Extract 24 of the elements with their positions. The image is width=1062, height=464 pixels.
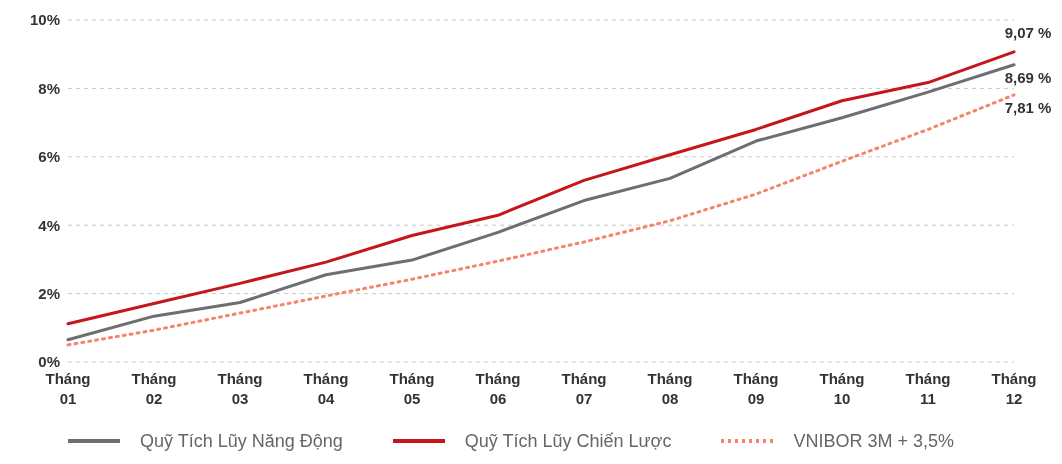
x-tick-label: Tháng 06 <box>475 370 521 407</box>
legend-label: VNIBOR 3M + 3,5% <box>793 430 954 452</box>
x-tick-label: Tháng 07 <box>561 370 607 407</box>
x-tick-label: Tháng 01 <box>45 370 91 407</box>
legend-label: Quỹ Tích Lũy Chiến Lược <box>464 430 672 452</box>
x-tick-label: Tháng 11 <box>905 370 951 407</box>
y-tick-label: 2% <box>38 284 60 302</box>
x-tick-label: Tháng 05 <box>389 370 435 407</box>
y-tick-label: 4% <box>38 216 60 234</box>
x-tick-label: Tháng 08 <box>647 370 693 407</box>
x-tick-label: Tháng 09 <box>733 370 779 407</box>
y-tick-label: 8% <box>38 79 60 97</box>
data-label: 8,69 % <box>1004 68 1052 86</box>
legend-label: Quỹ Tích Lũy Năng Động <box>140 430 343 452</box>
data-label: 7,81 % <box>1004 98 1052 116</box>
data-label: 9,07 % <box>1004 23 1052 41</box>
x-tick-label: Tháng 04 <box>303 370 349 407</box>
x-tick-label: Tháng 12 <box>991 370 1037 407</box>
y-tick-label: 6% <box>38 148 60 166</box>
x-tick-label: Tháng 02 <box>131 370 177 407</box>
x-tick-label: Tháng 03 <box>217 370 263 407</box>
x-tick-label: Tháng 10 <box>819 370 865 407</box>
y-tick-label: 0% <box>38 353 60 371</box>
y-tick-label: 10% <box>29 11 60 29</box>
